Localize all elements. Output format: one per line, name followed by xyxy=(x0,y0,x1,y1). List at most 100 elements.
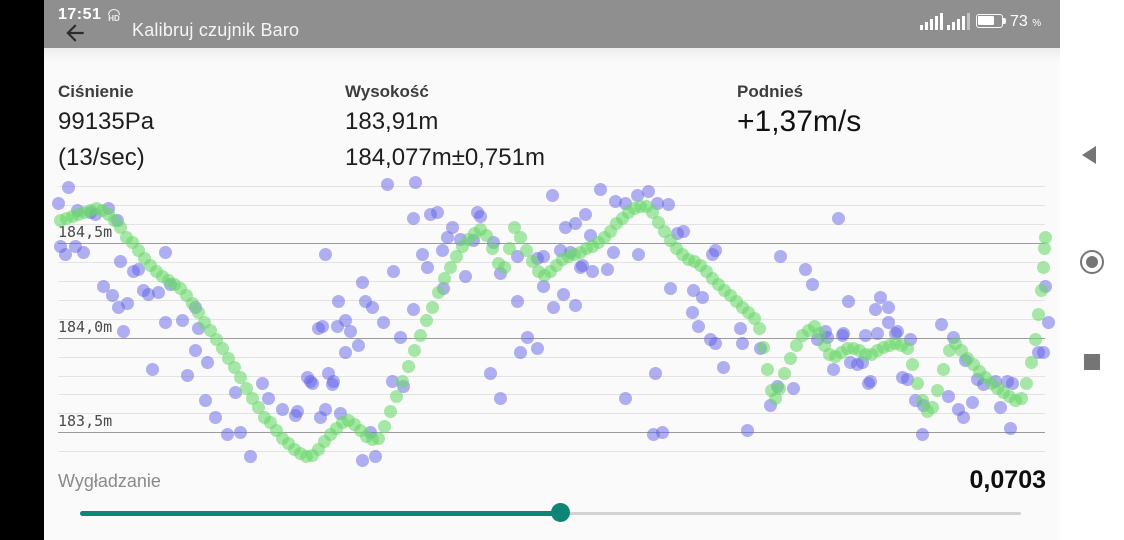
smoothed-dot xyxy=(371,431,385,445)
raw-dot xyxy=(826,363,840,377)
y-axis-tick-label: 184,0m xyxy=(58,318,113,336)
raw-dot xyxy=(956,410,970,424)
smoothed-dot xyxy=(425,300,439,314)
slider-thumb[interactable] xyxy=(551,503,570,522)
raw-dot xyxy=(440,230,454,244)
altitude-detail: 184,077m±0,751m xyxy=(345,144,545,171)
altitude-chart: 184,5m 184,0m 183,5m xyxy=(44,0,1060,540)
raw-dot xyxy=(606,245,620,259)
raw-dot xyxy=(458,270,472,284)
status-time: 17:51 xyxy=(58,6,102,23)
raw-dot xyxy=(343,325,357,339)
smoothing-slider[interactable] xyxy=(44,500,1060,528)
raw-dot xyxy=(558,221,572,235)
pressure-rate: (13/sec) xyxy=(58,144,145,171)
raw-dot xyxy=(858,329,872,343)
nav-back-icon[interactable] xyxy=(1082,146,1096,164)
raw-dot xyxy=(578,207,592,221)
raw-dot xyxy=(220,427,234,441)
raw-dot xyxy=(180,369,194,382)
smoothed-dot xyxy=(905,357,919,371)
slider-track-fill[interactable] xyxy=(80,511,561,516)
smoothed-dot xyxy=(783,351,797,365)
climb-value: +1,37m/s xyxy=(737,105,862,138)
raw-dot xyxy=(473,209,487,223)
smoothed-dot xyxy=(519,243,533,257)
smoothed-dot xyxy=(1036,260,1050,274)
smoothed-dot xyxy=(910,376,924,390)
smoothed-dot xyxy=(407,344,421,358)
raw-dot xyxy=(733,321,747,335)
raw-dot xyxy=(141,287,155,301)
raw-dot xyxy=(61,181,75,195)
raw-dot xyxy=(993,401,1007,415)
smoothed-dot xyxy=(752,321,766,335)
gridline-minor xyxy=(58,186,1045,187)
raw-dot xyxy=(513,346,527,360)
raw-dot xyxy=(934,317,948,331)
smoothed-dot xyxy=(1037,242,1051,256)
raw-dot xyxy=(105,289,119,303)
raw-dot xyxy=(676,224,690,238)
gridline-major xyxy=(58,338,1045,339)
raw-dot xyxy=(113,255,127,269)
back-arrow-icon[interactable] xyxy=(62,20,88,46)
smoothed-dot xyxy=(479,228,493,242)
raw-dot xyxy=(915,427,929,441)
raw-dot xyxy=(648,367,662,381)
smoothed-dot xyxy=(1019,376,1033,390)
android-navigation-bar xyxy=(1060,0,1124,540)
smoothed-dot xyxy=(485,242,499,256)
raw-dot xyxy=(435,243,449,257)
raw-dot xyxy=(406,211,420,225)
raw-dot xyxy=(483,367,497,381)
smoothed-dot xyxy=(915,393,929,407)
gridline-minor xyxy=(58,413,1045,414)
raw-dot xyxy=(386,264,400,278)
raw-dot xyxy=(255,376,269,390)
smoothed-dot xyxy=(389,389,403,403)
raw-dot xyxy=(941,389,955,403)
smoothed-dot xyxy=(443,260,457,274)
raw-dot xyxy=(510,295,524,309)
raw-dot xyxy=(233,425,247,439)
raw-dot xyxy=(420,260,434,274)
raw-dot xyxy=(355,454,369,468)
smoothed-dot xyxy=(502,242,516,256)
raw-dot xyxy=(131,262,145,276)
raw-dot xyxy=(1041,315,1055,329)
appbar-shadow xyxy=(44,48,1060,62)
smoothed-dot xyxy=(789,338,803,352)
altitude-value: 183,91m xyxy=(345,108,439,135)
raw-dot xyxy=(600,262,614,276)
raw-dot xyxy=(568,217,582,231)
raw-dot xyxy=(641,185,655,199)
display-notch-strip xyxy=(0,0,44,540)
raw-dot xyxy=(873,291,887,305)
smoothing-value: 0,0703 xyxy=(969,466,1046,494)
raw-dot xyxy=(385,374,399,388)
gridline-minor xyxy=(58,300,1045,301)
raw-dot xyxy=(841,295,855,309)
raw-dot xyxy=(406,302,420,316)
raw-dot xyxy=(685,306,699,320)
raw-dot xyxy=(568,298,582,312)
raw-dot xyxy=(318,403,332,417)
raw-dot xyxy=(585,264,599,278)
smoothed-dot xyxy=(233,370,247,384)
raw-dot xyxy=(200,355,214,369)
y-axis-tick-label: 183,5m xyxy=(58,412,113,430)
raw-dot xyxy=(415,247,429,261)
smoothed-dot xyxy=(777,367,791,381)
raw-dot xyxy=(380,177,394,191)
smoothed-dot xyxy=(1014,391,1028,405)
smoothed-dot xyxy=(1031,308,1045,322)
gridline-minor xyxy=(58,376,1045,377)
smoothed-dot xyxy=(930,384,944,398)
smoothed-dot xyxy=(1038,230,1052,244)
raw-dot xyxy=(76,245,90,259)
nav-home-icon[interactable] xyxy=(1080,250,1104,274)
battery-tip xyxy=(1003,18,1006,24)
nav-recents-icon[interactable] xyxy=(1084,354,1100,370)
